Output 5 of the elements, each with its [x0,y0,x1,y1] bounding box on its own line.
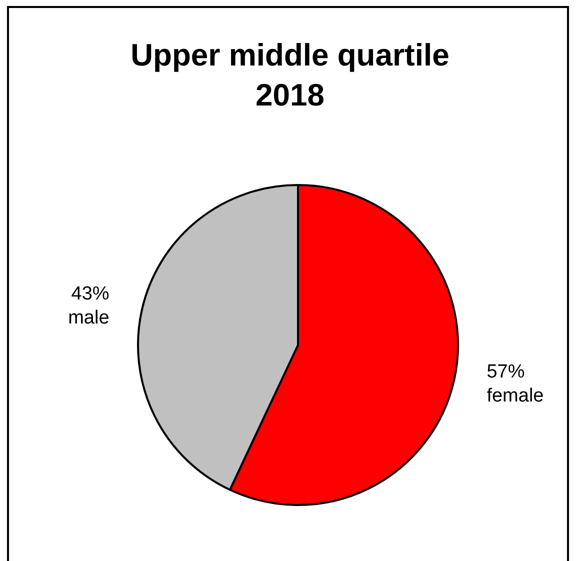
slice-label: male [68,308,110,329]
chart-title: Upper middle quartile 2018 [130,38,450,112]
slice-label: female [486,385,544,406]
data-label: 57% [486,361,525,382]
data-label: 43% [71,284,110,305]
